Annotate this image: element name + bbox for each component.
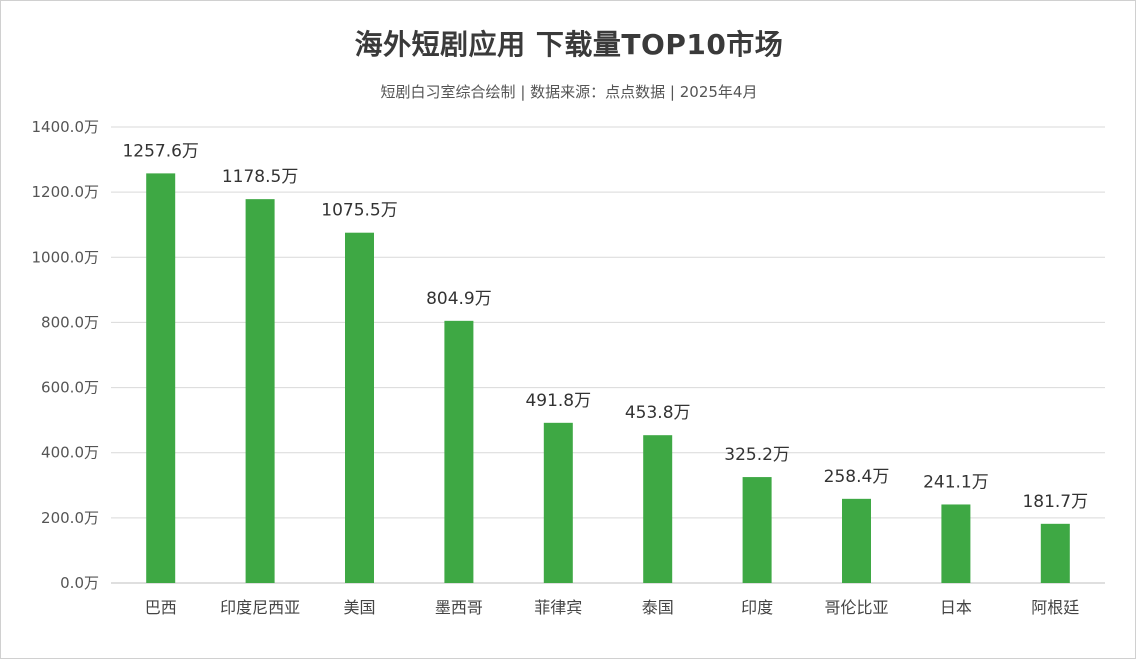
y-tick-label: 800.0万 [41, 313, 99, 331]
data-label: 1257.6万 [122, 141, 198, 161]
x-tick-label: 菲律宾 [534, 598, 582, 617]
y-tick-label: 200.0万 [41, 509, 99, 527]
y-tick-label: 1000.0万 [32, 248, 100, 266]
data-label: 258.4万 [824, 467, 890, 487]
y-tick-label: 600.0万 [41, 379, 99, 397]
x-tick-label: 墨西哥 [435, 598, 483, 617]
bar [543, 422, 573, 583]
bar [742, 477, 772, 583]
data-label: 325.2万 [724, 445, 790, 465]
bar [1040, 523, 1070, 583]
bar [345, 232, 374, 584]
data-label: 1075.5万 [321, 201, 397, 221]
y-tick-label: 0.0万 [60, 574, 99, 592]
bar [643, 435, 673, 583]
chart-title: 海外短剧应用 下载量TOP10市场 [354, 28, 784, 61]
bar [444, 320, 474, 583]
bar [245, 199, 275, 583]
y-tick-label: 1200.0万 [32, 183, 100, 201]
x-tick-label: 美国 [343, 598, 375, 617]
y-tick-label: 1400.0万 [32, 118, 100, 136]
y-tick-label: 400.0万 [41, 444, 99, 462]
bar [842, 498, 871, 583]
bar [146, 173, 176, 583]
x-tick-label: 阿根廷 [1031, 598, 1079, 617]
data-label: 181.7万 [1022, 492, 1088, 512]
data-label: 804.9万 [426, 289, 492, 309]
data-label: 491.8万 [525, 391, 591, 411]
x-tick-label: 哥伦比亚 [824, 598, 888, 617]
chart-subtitle: 短剧白习室综合绘制 | 数据来源：点点数据 | 2025年4月 [380, 83, 758, 101]
x-tick-label: 日本 [940, 598, 972, 617]
x-tick-label: 印度 [741, 598, 773, 617]
x-tick-label: 泰国 [642, 598, 674, 617]
data-label: 453.8万 [625, 403, 691, 423]
x-tick-label: 巴西 [145, 598, 177, 617]
data-label: 241.1万 [923, 472, 989, 492]
bar [941, 504, 971, 583]
data-label: 1178.5万 [222, 167, 298, 187]
x-tick-label: 印度尼西亚 [220, 598, 300, 617]
